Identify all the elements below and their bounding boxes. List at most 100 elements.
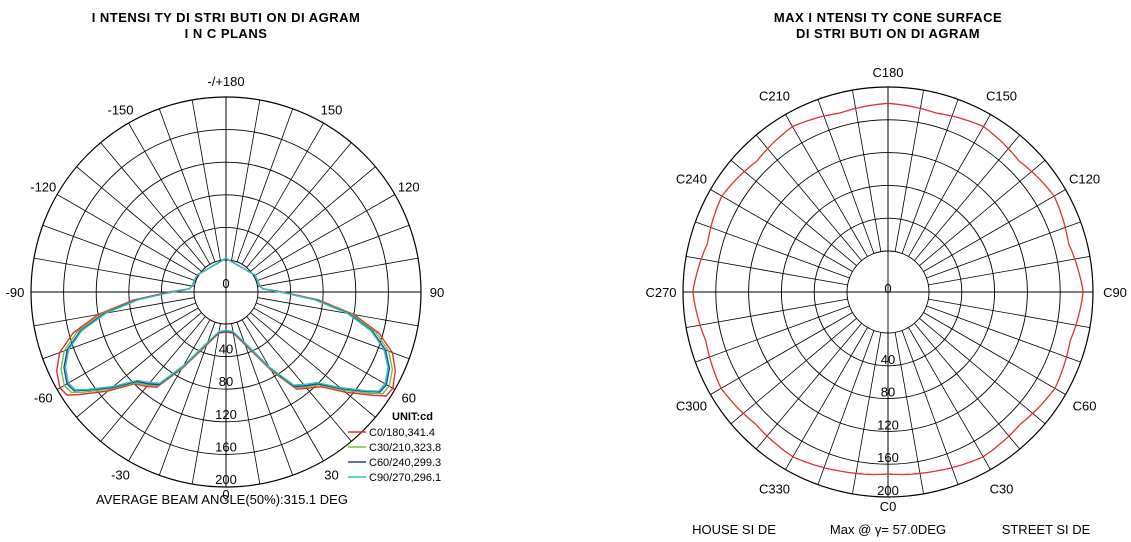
right-c-label: C0 [880,499,897,514]
left-spoke [100,316,206,442]
left-spoke [231,323,261,485]
right-c-label: C180 [872,65,903,80]
right-spoke [785,114,868,257]
right-spoke [695,221,850,279]
left-spoke [236,108,294,263]
left-angle-label: 30 [324,468,338,483]
right-spoke [852,90,882,252]
legend: UNIT:cd C0/180,341.4 C30/210,323.8 C60/240… [348,411,441,484]
left-spoke [76,312,202,418]
left-radial-label: 160 [215,439,237,454]
right-spoke [755,323,862,450]
left-spoke [241,122,324,265]
right-spoke [817,330,875,485]
right-polar-grid [682,86,1094,498]
right-c-label: C120 [1069,172,1100,187]
right-spoke [710,312,853,395]
street-side-label: STREET SI DE [1002,522,1091,537]
right-c-label: C30 [990,482,1014,497]
right-radial-label: 80 [881,385,895,400]
left-spoke [33,297,195,327]
right-radial-label: 40 [881,352,895,367]
right-title-line2: DI STRI BUTI ON DI AGRAM [796,26,980,41]
right-spoke [923,189,1066,272]
left-spoke [253,194,396,277]
left-radial-label: 80 [219,374,233,389]
right-spoke [852,332,882,494]
right-c-label: C330 [759,482,790,497]
right-spoke [914,323,1021,450]
left-series-line [55,257,397,397]
left-angle-label: 0 [222,487,229,502]
left-spoke [158,321,216,476]
right-spoke [817,99,875,254]
right-spoke [901,330,959,485]
left-spoke [128,122,211,265]
left-spoke [250,166,376,272]
right-spoke [755,134,862,261]
right-c-label: C300 [676,399,707,414]
left-angle-label: -150 [107,102,133,117]
right-radial-label: 0 [884,281,891,296]
intensity-distribution-chart: I NTENSI TY DI STRI BUTI ON DI AGRAM I N… [6,10,445,507]
right-spoke [928,298,1090,328]
right-spoke [926,305,1081,363]
left-spoke [42,302,197,360]
right-spoke [908,114,991,257]
left-spoke [257,257,419,287]
right-spoke [730,318,857,425]
left-spoke [158,108,216,263]
left-angle-label: -90 [6,285,25,300]
right-spoke [926,221,1081,279]
left-angle-label: -/+180 [207,74,244,89]
right-title-line1: MAX I NTENSI TY CONE SURFACE [774,10,1002,25]
left-angle-label: 60 [401,391,415,406]
left-spoke [231,99,261,261]
cone-surface-curve [692,102,1084,476]
left-spoke [100,142,206,268]
right-c-label: C90 [1103,285,1127,300]
left-spoke [42,224,197,282]
right-spoke [914,134,1021,261]
right-spoke [923,312,1066,395]
right-spoke [686,298,848,328]
right-radial-labels: 0 40 80 120 160 200 [877,281,899,498]
right-spoke [908,327,991,470]
right-spoke [785,327,868,470]
legend-label: C60/240,299.3 [369,457,441,469]
right-radial-label: 120 [877,417,899,432]
left-spoke [257,297,419,327]
beam-angle-footer: AVERAGE BEAM ANGLE(50%):315.1 DEG [96,492,348,507]
left-spoke [56,194,199,277]
right-spoke [901,99,959,254]
right-c-plane-labels: C180 C150 C210 C120 C240 C90 C270 C60 C300 C30 C33… [645,65,1126,514]
right-spoke [919,159,1046,266]
left-spoke [241,319,324,462]
left-radial-label: 200 [215,472,237,487]
left-spoke [246,316,352,442]
right-c-label: C210 [759,88,790,103]
right-spoke [710,189,853,272]
left-angle-label: -120 [30,180,56,195]
cone-surface-chart: MAX I NTENSI TY CONE SURFACE DI STRI BUT… [645,10,1126,537]
left-angle-label: -60 [34,391,53,406]
legend-label: C0/180,341.4 [369,427,435,439]
right-radial-label: 160 [877,450,899,465]
left-spoke [56,307,199,390]
right-spoke [919,318,1046,425]
right-series-group [692,102,1084,476]
right-c-label: C270 [645,285,676,300]
left-radial-label: 0 [222,276,229,291]
left-spoke [255,224,410,282]
left-spoke [191,99,221,261]
left-series-group [55,257,397,397]
right-spoke [894,90,924,252]
left-polar-grid [30,96,422,488]
right-spoke [928,256,1090,286]
left-angle-label: -30 [111,468,130,483]
left-angle-label: 90 [430,285,444,300]
left-spoke [246,142,352,268]
left-spoke [191,323,221,485]
left-spoke [250,312,376,418]
left-angle-labels: -/+180 150 -150 120 -120 90 -90 60 -60 30 -30 0 [6,74,445,502]
